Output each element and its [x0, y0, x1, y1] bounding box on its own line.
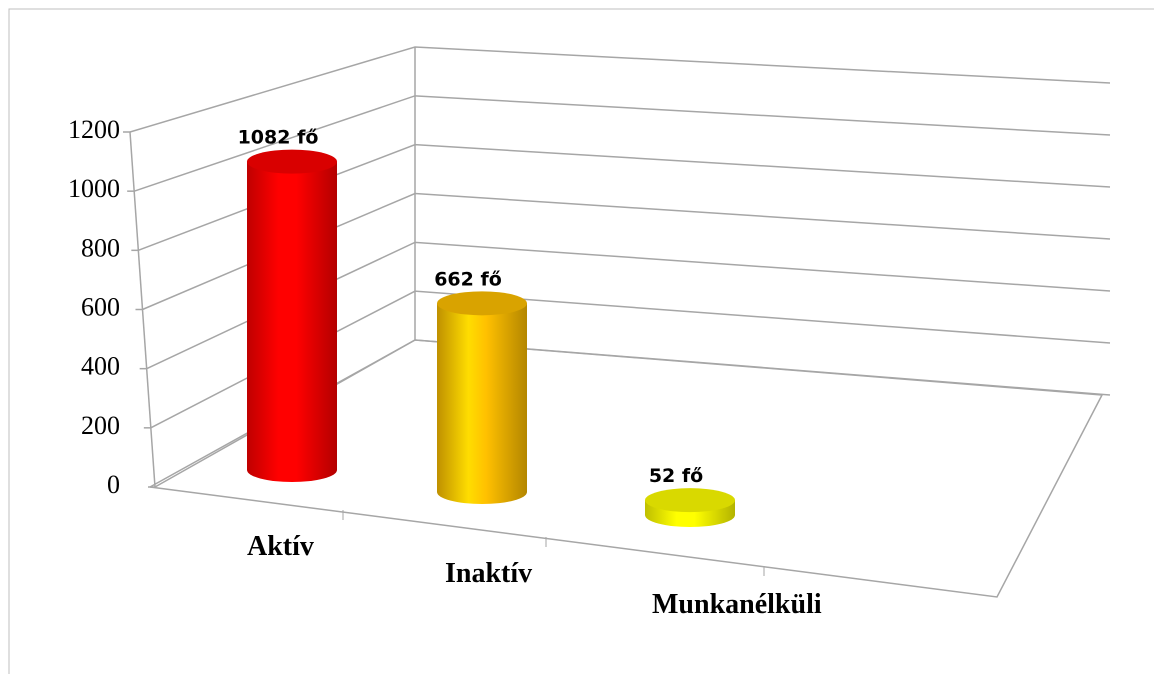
y-tick-label: 800: [81, 233, 120, 262]
y-tick-label: 0: [107, 470, 120, 499]
grid-line: [133, 95, 1111, 192]
y-tick-label: 200: [81, 411, 120, 440]
bar: [247, 161, 337, 482]
grid-line: [146, 241, 1111, 370]
grid-line: [129, 46, 1111, 133]
value-label: 1082 fő: [238, 127, 319, 149]
value-label: 662 fő: [434, 268, 502, 290]
value-label: 52 fő: [649, 465, 703, 487]
grid-line: [154, 339, 1111, 488]
x-tick-label: Inaktív: [445, 558, 532, 589]
y-tick-label: 1000: [68, 174, 120, 203]
grid-line: [150, 290, 1111, 429]
y-tick-label: 400: [81, 352, 120, 381]
y-tick-label: 600: [81, 292, 120, 321]
bar-top: [437, 291, 527, 316]
bar-top: [645, 488, 735, 513]
x-tick-label: Aktív: [247, 531, 314, 562]
grid-line: [142, 192, 1111, 311]
bar: [437, 303, 527, 504]
y-tick-label: 1200: [68, 115, 120, 144]
chart-border: [8, 8, 1154, 674]
x-tick-label: Munkanélküli: [652, 589, 822, 620]
bar-top: [247, 149, 337, 174]
grid-line: [138, 143, 1111, 252]
